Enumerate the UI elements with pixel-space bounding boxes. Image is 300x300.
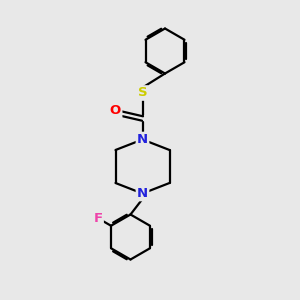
Text: N: N xyxy=(137,187,148,200)
Text: N: N xyxy=(137,133,148,146)
Text: O: O xyxy=(110,104,121,118)
Text: S: S xyxy=(138,86,147,100)
Text: F: F xyxy=(94,212,103,225)
